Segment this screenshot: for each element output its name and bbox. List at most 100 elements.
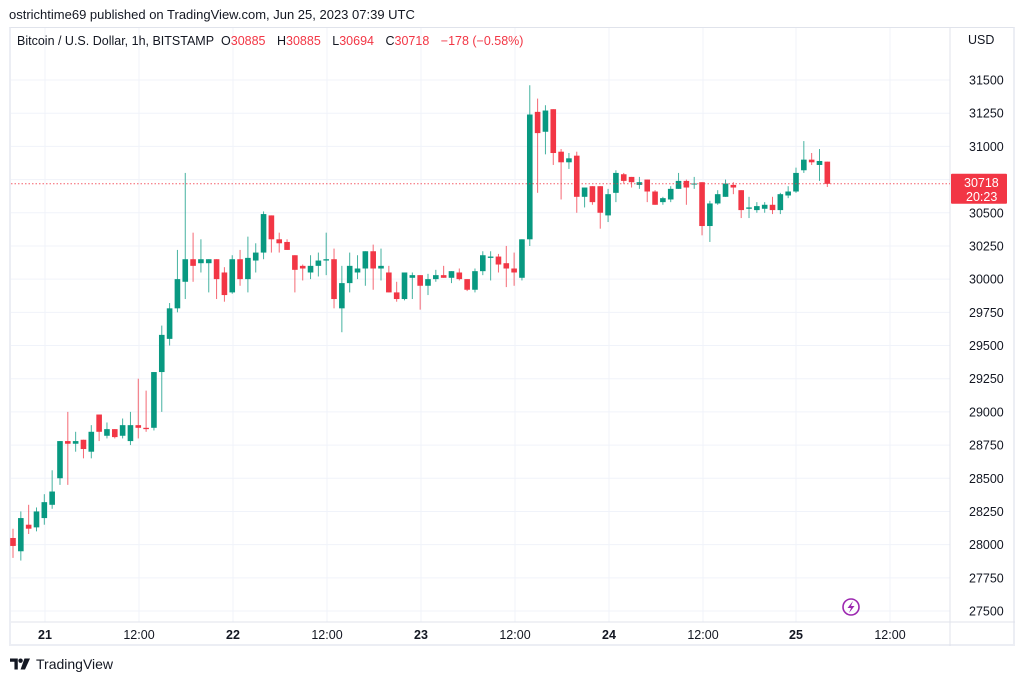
candle [675,180,682,189]
candle [808,159,815,163]
candle [284,241,290,250]
price-tick-label: 30250 [969,239,1004,253]
footer-brand: TradingView [10,656,113,672]
price-tick-label: 31250 [969,107,1004,121]
time-tick-label: 12:00 [687,628,718,642]
candle [10,537,16,546]
candles [10,85,831,561]
candle [480,255,486,272]
lightning-icon[interactable] [842,598,860,616]
candle [174,279,181,309]
candle [354,268,361,273]
candle [260,214,267,253]
candle [386,272,392,293]
candle [315,260,322,266]
time-tick-label: 21 [38,628,52,642]
candle [198,259,204,264]
publisher-line: ostrichtime69 published on TradingView.c… [9,7,415,22]
price-tick-label: 28000 [969,538,1004,552]
last-price-value: 30718 [964,176,999,190]
price-tick-label: 28250 [969,505,1004,519]
candle [824,161,831,184]
candle [777,194,784,211]
candle [135,425,142,428]
candle [88,431,95,452]
candle [33,511,40,528]
price-tick-label: 28750 [969,439,1004,453]
candle [550,109,557,154]
candle [213,259,220,280]
candle [119,425,126,436]
candle [221,272,228,296]
candle [589,186,596,203]
price-tick-label: 29500 [969,339,1004,353]
candle [573,155,580,197]
time-tick-label: 12:00 [874,628,905,642]
tradingview-logo-icon [10,658,30,670]
time-tick-label: 22 [226,628,240,642]
price-tick-label: 28500 [969,472,1004,486]
candle [699,182,705,227]
candle [409,275,416,278]
close-label: C [385,34,395,48]
price-tick-label: 29000 [969,405,1004,419]
low-value: 30694 [339,34,374,48]
candle [652,191,658,205]
candle [127,425,134,442]
high-label: H [277,34,287,48]
candle [49,491,55,505]
candle [816,160,823,165]
candle [707,203,713,227]
candle [511,268,517,273]
candle [143,427,149,430]
candle [464,279,470,290]
candle [393,292,400,300]
candle [519,239,525,278]
time-tick-label: 23 [414,628,428,642]
candle [628,176,635,183]
open-label: O [221,34,231,48]
price-tick-label: 30500 [969,206,1004,220]
candle [487,256,494,258]
candle [72,441,79,444]
candle [730,184,737,188]
candle [299,265,306,269]
candle [417,275,423,286]
candle [237,259,243,280]
candle [41,502,48,519]
candle [433,275,439,280]
candle [151,372,157,428]
candle [566,158,572,163]
candle [276,239,283,244]
candle [761,204,768,209]
candle [754,206,760,211]
candle [503,263,510,269]
candle [456,272,463,280]
candle [166,308,173,339]
candle [769,204,776,211]
candle [370,251,376,269]
candle [542,110,549,132]
candle [104,429,110,436]
high-value: 30885 [286,34,321,48]
price-axis[interactable]: 27500 27750 28000 28250 28500 28750 29000 29250… [969,74,1004,619]
candle [245,257,251,280]
candle [495,256,502,265]
grid-lines [11,28,1015,646]
time-axis[interactable]: 21 12:00 22 12:00 23 12:00 24 12:00 25 12:00 [38,628,906,642]
price-tick-label: 27750 [969,571,1004,585]
candle [252,252,259,261]
candle [801,159,807,171]
candle [746,207,752,209]
candle [401,272,408,300]
candle [581,187,588,197]
price-tick-label: 29750 [969,306,1004,320]
price-tick-label: 29250 [969,372,1004,386]
candle [425,279,431,286]
candle [57,441,63,479]
time-tick-label: 25 [789,628,803,642]
candle [440,275,447,278]
candle [636,182,643,185]
